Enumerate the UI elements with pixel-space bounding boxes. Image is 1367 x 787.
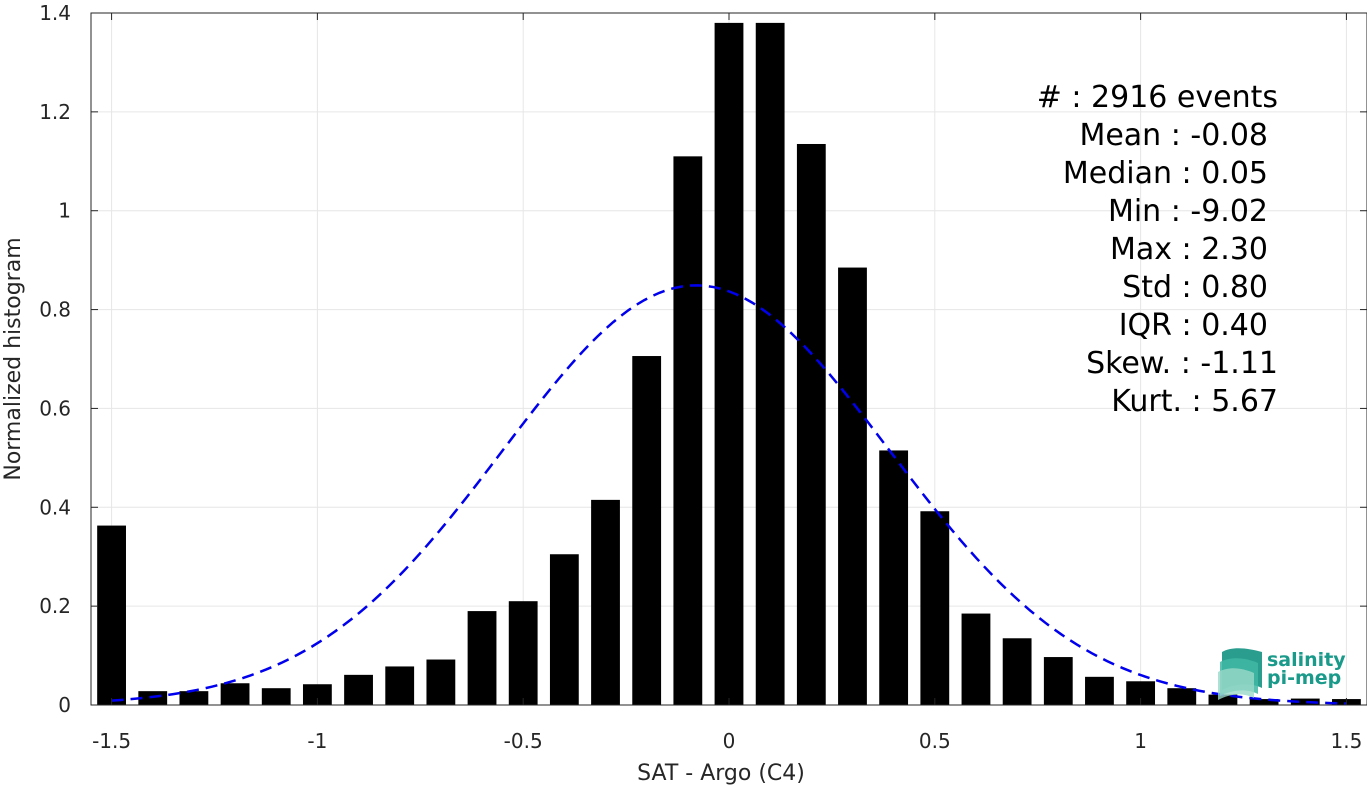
histogram-bar bbox=[1208, 694, 1238, 705]
logo-wave-icon bbox=[1218, 648, 1262, 700]
histogram-bar bbox=[385, 666, 415, 705]
histogram-bar bbox=[179, 691, 209, 705]
y-tick-label: 1.4 bbox=[39, 1, 71, 25]
y-tick-label: 1 bbox=[58, 199, 71, 223]
y-tick-label: 0.8 bbox=[39, 298, 71, 322]
histogram-bar bbox=[1290, 698, 1320, 705]
stats-skew: Skew. : -1.11 bbox=[1086, 346, 1278, 381]
y-tick-label: 0.4 bbox=[39, 495, 71, 519]
x-tick-label: 1.5 bbox=[1331, 729, 1363, 753]
stats-std: Std : 0.80 bbox=[1122, 270, 1268, 305]
histogram-bar bbox=[632, 356, 662, 705]
histogram-bar bbox=[714, 22, 744, 705]
histogram-bar bbox=[673, 156, 703, 706]
gaussian-fit-curve bbox=[111, 284, 1347, 705]
histogram-bars bbox=[97, 22, 1361, 706]
histogram-bar bbox=[755, 22, 785, 705]
x-axis-title: SAT - Argo (C4) bbox=[637, 761, 805, 786]
histogram-bar bbox=[261, 688, 291, 705]
y-tick-label: 0 bbox=[58, 693, 71, 717]
x-tick-label: 1 bbox=[1134, 729, 1147, 753]
y-axis-title: Normalized histogram bbox=[1, 237, 26, 480]
stats-max: Max : 2.30 bbox=[1110, 232, 1268, 267]
histogram-bar bbox=[961, 613, 991, 705]
histogram-bar bbox=[591, 499, 620, 705]
histogram-bar bbox=[1002, 638, 1032, 705]
logo-line1: salinity bbox=[1267, 649, 1346, 671]
x-tick-label: 0 bbox=[723, 729, 736, 753]
stats-median: Median : 0.05 bbox=[1063, 156, 1268, 191]
salinity-pi-mep-logo: salinity pi-mep bbox=[1218, 648, 1346, 700]
histogram-bar bbox=[1085, 676, 1114, 705]
axis-ticks: -1.5 -1 -0.5 0 0.5 1 1.5 0 0.2 0.4 0.6 0.8 1 1.2 1.4 bbox=[39, 1, 1367, 753]
histogram-bar bbox=[838, 267, 867, 705]
histogram-bar bbox=[1167, 688, 1197, 705]
histogram-bar bbox=[1126, 681, 1156, 705]
histogram-bar bbox=[879, 450, 909, 705]
y-tick-label: 0.2 bbox=[39, 594, 71, 618]
stats-annotation: # : 2916 events Mean : -0.08 Median : 0.… bbox=[1037, 80, 1278, 419]
x-tick-label: -1 bbox=[307, 729, 327, 753]
histogram-bar bbox=[344, 674, 373, 705]
stats-events: # : 2916 events bbox=[1037, 80, 1278, 115]
histogram-bar bbox=[426, 659, 456, 705]
x-tick-label: -1.5 bbox=[92, 729, 131, 753]
histogram-bar bbox=[920, 511, 950, 705]
histogram-bar bbox=[302, 684, 332, 705]
histogram-bar bbox=[508, 601, 538, 705]
histogram-bar bbox=[549, 554, 579, 705]
histogram-bar bbox=[1043, 657, 1073, 705]
histogram-bar bbox=[220, 683, 250, 705]
histogram-bar bbox=[97, 525, 126, 705]
logo-line2: pi-mep bbox=[1267, 667, 1341, 689]
stats-min: Min : -9.02 bbox=[1108, 194, 1268, 229]
x-tick-label: -0.5 bbox=[504, 729, 543, 753]
histogram-bar bbox=[796, 143, 826, 705]
stats-kurt: Kurt. : 5.67 bbox=[1111, 384, 1278, 419]
y-tick-label: 1.2 bbox=[39, 100, 71, 124]
y-tick-label: 0.6 bbox=[39, 396, 71, 420]
stats-mean: Mean : -0.08 bbox=[1079, 118, 1268, 153]
histogram-bar bbox=[467, 611, 497, 705]
histogram-bar bbox=[1249, 699, 1279, 705]
stats-iqr: IQR : 0.40 bbox=[1119, 308, 1268, 343]
x-tick-label: 0.5 bbox=[919, 729, 951, 753]
